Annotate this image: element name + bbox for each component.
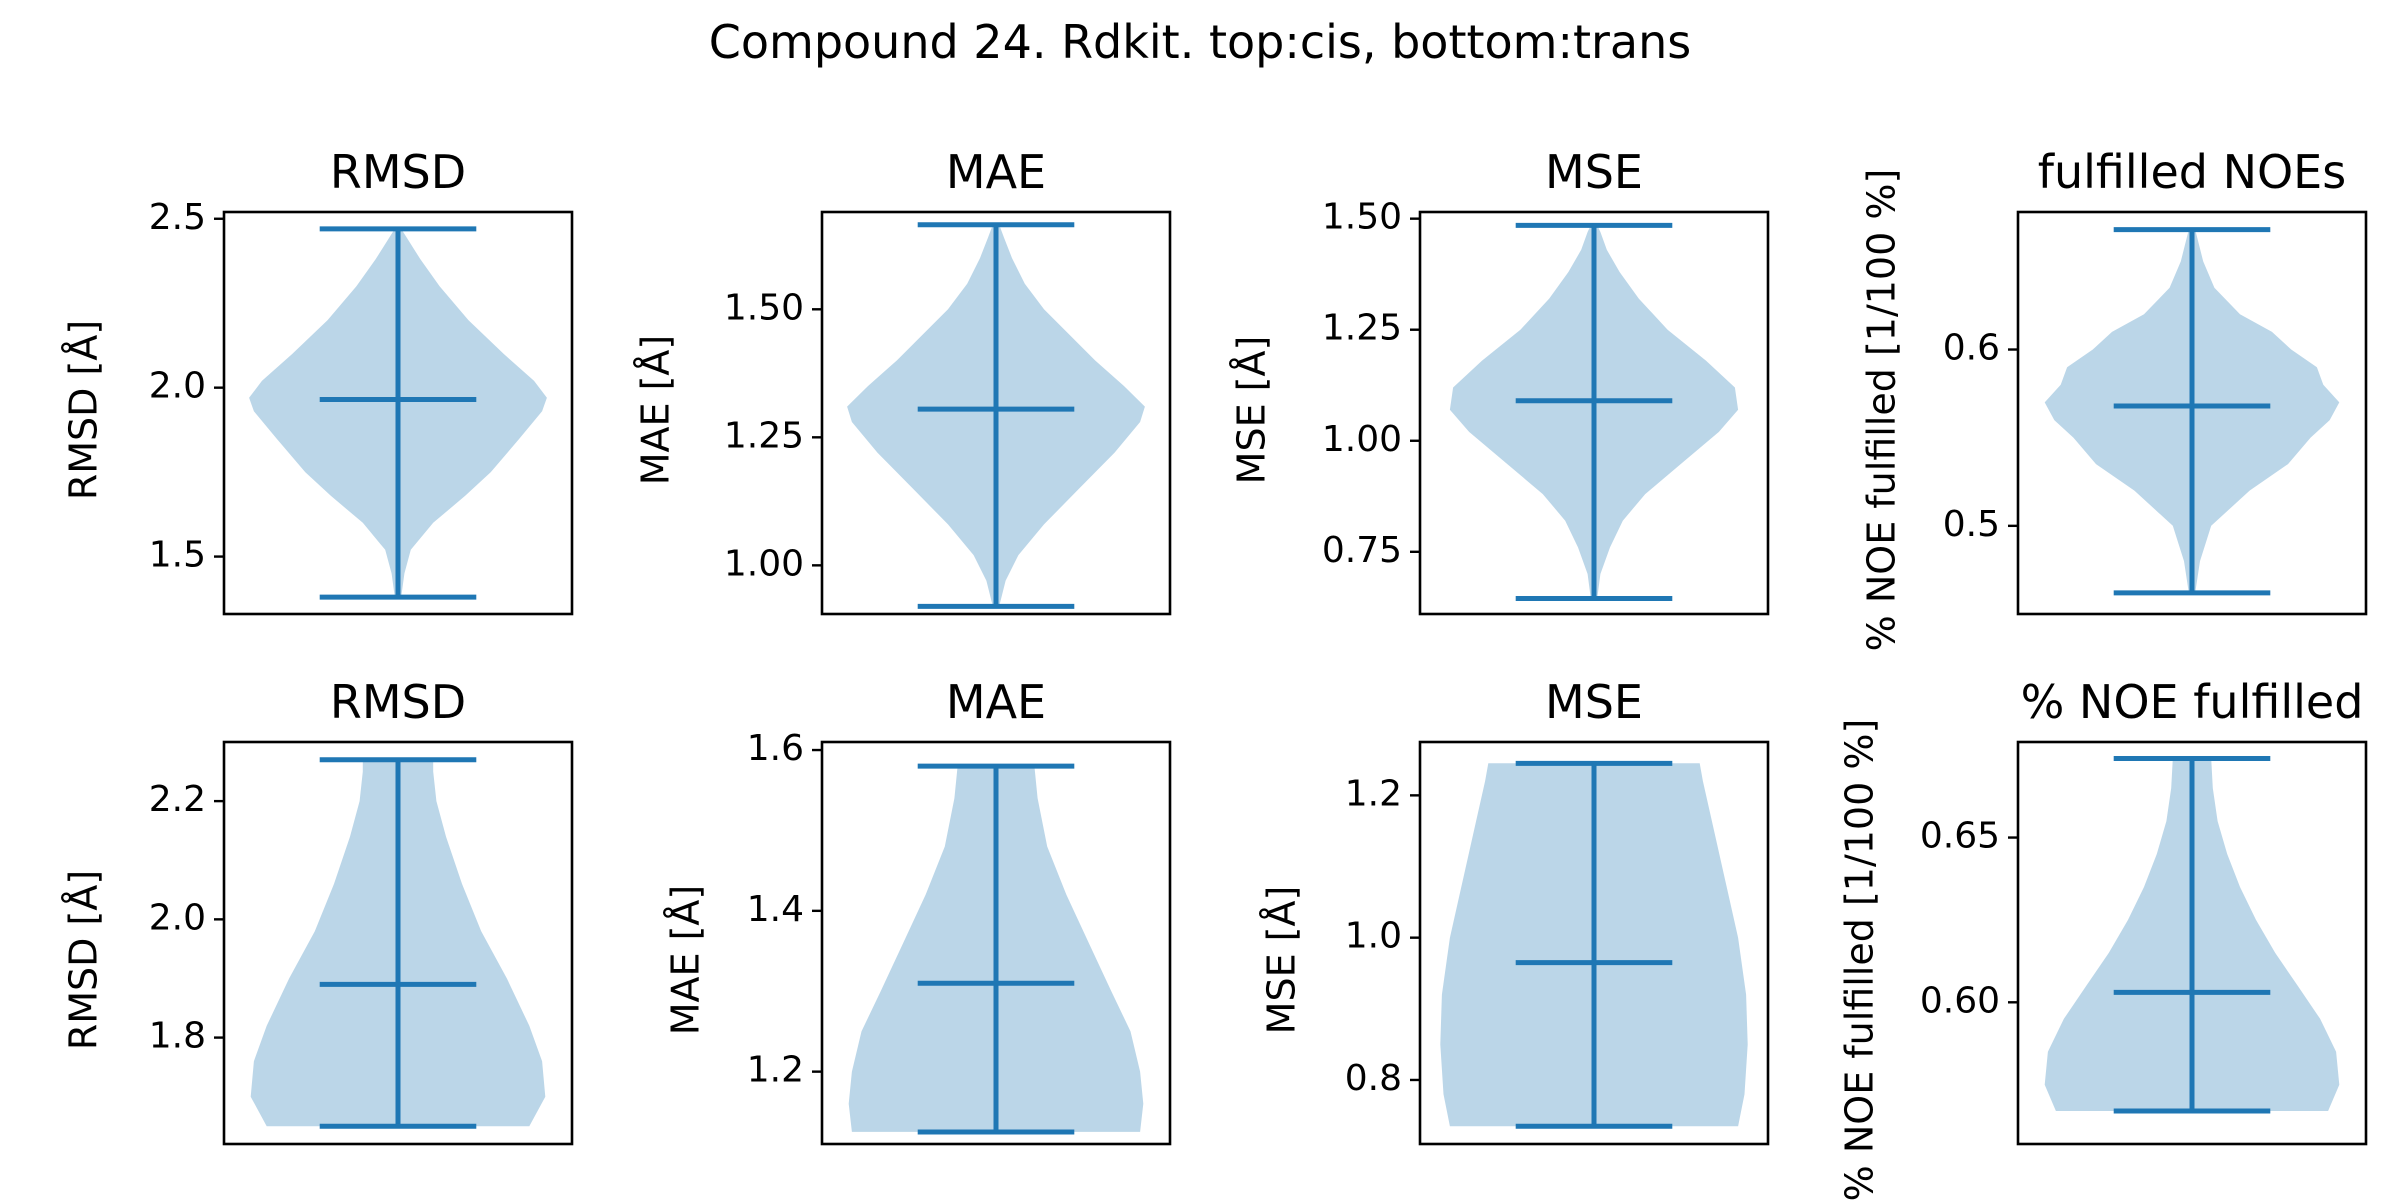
subplot-title: MAE [946,145,1046,199]
y-tick-label: 0.5 [1943,504,2000,545]
y-axis-label: RMSD [Å] [62,870,106,1050]
y-tick-label: 1.00 [724,543,804,584]
y-tick-label: 2.0 [149,897,206,938]
y-tick-label: 1.00 [1322,419,1402,460]
y-tick-label: 2.0 [149,366,206,407]
y-axis-label: % NOE fulfilled [1/100 %] [1838,719,1882,1200]
y-axis-label: RMSD [Å] [62,320,106,500]
subplot-cis-1: RMSD RMSD [Å] 1.5 2.0 2.5 [62,145,574,616]
y-tick-label: 2.2 [149,779,206,820]
y-axis-label: MSE [Å] [1260,886,1304,1035]
subplot-title: fulfilled NOEs [2038,145,2346,199]
figure-title: Compound 24. Rdkit. top:cis, bottom:tran… [709,15,1691,69]
y-tick-label: 1.2 [1345,773,1402,814]
y-axis-label: % NOE fulfilled [1/100 %] [1860,169,1904,652]
y-tick-label: 1.2 [747,1050,804,1091]
subplot-title: RMSD [330,145,466,199]
axes-frame [2016,210,2368,616]
axes-frame [820,740,1172,1146]
axes-frame [1418,740,1770,1146]
subplot-title: MAE [946,675,1046,729]
subplot-cis-3: MSE MSE [Å] 0.75 1.00 1.25 1.50 [1230,145,1770,616]
y-axis-label: MAE [Å] [664,885,708,1036]
subplot-trans-2: MAE MAE [Å] 1.2 1.4 1.6 [664,675,1172,1146]
subplot-trans-3: MSE MSE [Å] 0.8 1.0 1.2 [1260,675,1770,1146]
axes-frame [222,210,574,616]
y-tick-label: 1.5 [149,535,206,576]
axes-frame [820,210,1172,616]
y-tick-label: 0.60 [1920,980,2000,1021]
subplot-cis-2: MAE MAE [Å] 1.00 1.25 1.50 [634,145,1172,616]
axes-frame [1418,210,1770,616]
y-axis-label: MAE [Å] [634,335,678,486]
subplot-title: MSE [1545,145,1643,199]
y-tick-label: 0.6 [1943,328,2000,369]
subplot-trans-1: RMSD RMSD [Å] 1.8 2.0 2.2 [62,675,574,1146]
y-tick-label: 1.6 [747,728,804,769]
y-tick-label: 1.0 [1345,916,1402,957]
y-tick-label: 1.50 [1322,197,1402,238]
y-tick-label: 1.25 [1322,308,1402,349]
axes-frame [222,740,574,1146]
y-tick-label: 1.4 [747,889,804,930]
subplot-cis-4: fulfilled NOEs % NOE fulfilled [1/100 %] 0… [1860,145,2368,652]
axes-frame [2016,740,2368,1146]
subplot-title: RMSD [330,675,466,729]
y-tick-label: 1.50 [724,287,804,328]
subplot-title: MSE [1545,675,1643,729]
subplot-grid: RMSD RMSD [Å] 1.5 2.0 2.5 MAE MAE [Å] 1.00 1.25 1… [62,145,2368,1200]
y-tick-label: 1.8 [149,1016,206,1057]
y-tick-label: 2.5 [149,197,206,238]
y-tick-label: 0.75 [1322,530,1402,571]
y-tick-label: 0.8 [1345,1058,1402,1099]
y-tick-label: 0.65 [1920,816,2000,857]
y-tick-label: 1.25 [724,415,804,456]
subplot-trans-4: % NOE fulfilled % NOE fulfilled [1/100 %]… [1838,675,2368,1200]
y-axis-label: MSE [Å] [1230,336,1274,485]
subplot-title: % NOE fulfilled [2021,675,2364,729]
